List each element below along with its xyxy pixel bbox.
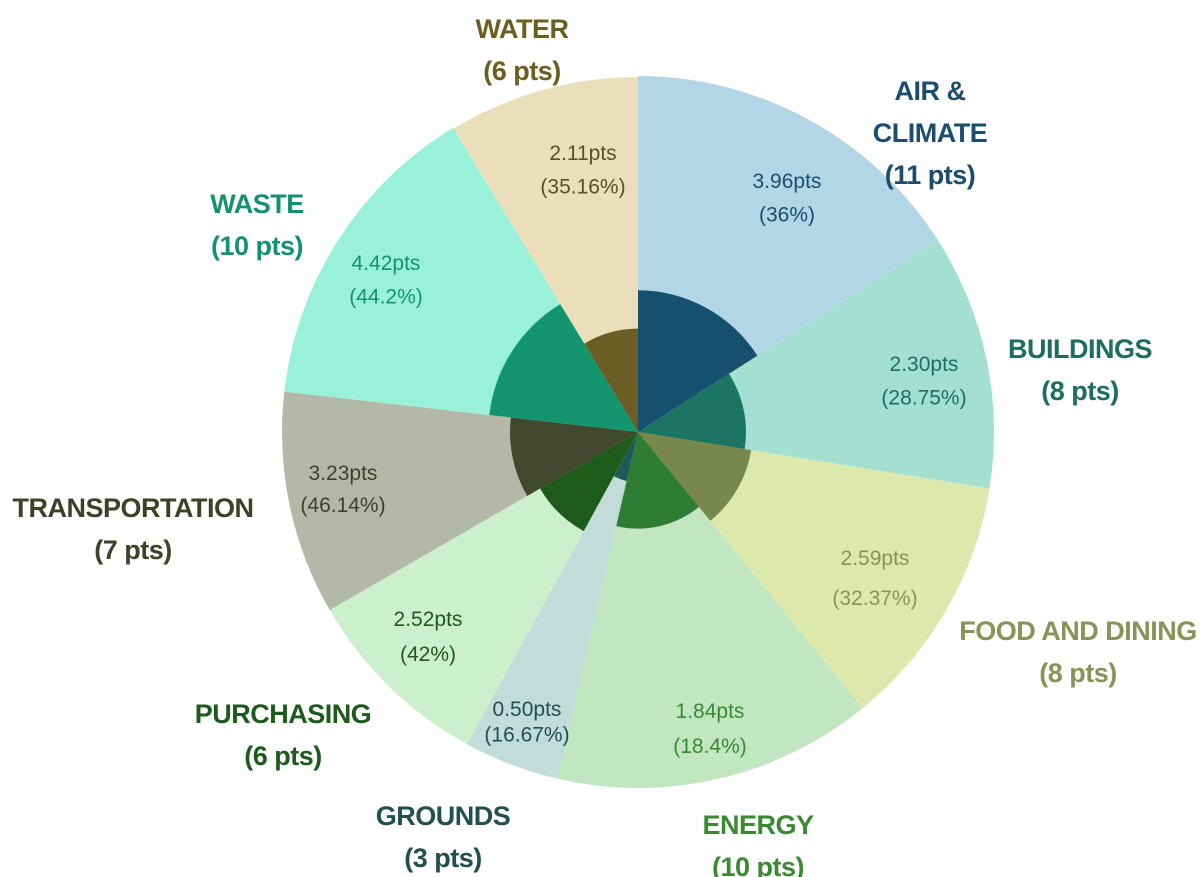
inner-wedge-purchasing: [540, 432, 638, 532]
category-label-waste: WASTE: [210, 189, 304, 219]
score-label-water: 2.11pts: [549, 142, 616, 165]
inner-wedges: [489, 290, 758, 532]
max-points-label-buildings: (8 pts): [1041, 376, 1119, 406]
percent-label-transportation: (46.14%): [300, 494, 385, 517]
category-labels: AIR & CLIMATE (11 pts) BUILDINGS (8 pts) FOOD…: [13, 14, 1198, 877]
max-points-label-food-and-dining: (8 pts): [1039, 658, 1117, 688]
inner-wedge-buildings: [638, 373, 746, 450]
score-label-food-and-dining: 2.59pts: [841, 547, 910, 570]
category-label-purchasing: PURCHASING: [195, 699, 372, 729]
category-label-food-and-dining: FOOD AND DINING: [959, 616, 1197, 646]
percent-label-food-and-dining: (32.37%): [832, 587, 917, 610]
max-points-label-waste: (10 pts): [211, 231, 303, 261]
inner-wedge-water: [584, 328, 638, 432]
percent-label-grounds: (16.67%): [484, 724, 569, 747]
score-label-buildings: 2.30pts: [890, 353, 959, 376]
category-label-energy: ENERGY: [702, 810, 814, 840]
max-points-label-grounds: (3 pts): [404, 843, 482, 873]
percent-label-water: (35.16%): [540, 176, 625, 199]
percent-label-purchasing: (42%): [400, 643, 456, 666]
percent-label-buildings: (28.75%): [881, 387, 966, 410]
max-points-label-air-and-climate: (11 pts): [885, 160, 976, 190]
outer-wedge-grounds: [467, 432, 638, 779]
score-label-waste: 4.42pts: [352, 252, 421, 275]
category-label-grounds: GROUNDS: [376, 801, 511, 831]
inner-wedge-waste: [489, 304, 638, 432]
inner-wedge-energy: [616, 432, 699, 529]
category-label-air-and-climate-line1: AIR &: [895, 76, 966, 106]
percent-label-energy: (18.4%): [673, 735, 747, 758]
max-points-label-energy: (10 pts): [712, 852, 804, 877]
category-label-buildings: BUILDINGS: [1008, 334, 1152, 364]
score-label-air-and-climate: 3.96pts: [753, 170, 822, 193]
category-label-transportation: TRANSPORTATION: [13, 493, 254, 523]
percent-label-waste: (44.2%): [349, 286, 423, 309]
inner-wedge-transportation: [510, 417, 638, 496]
value-labels: 3.96pts (36%) 2.30pts (28.75%) 2.59pts (32.37…: [300, 142, 966, 758]
inner-wedge-air-and-climate: [638, 290, 758, 432]
score-label-purchasing: 2.52pts: [394, 608, 463, 631]
max-points-label-water: (6 pts): [483, 56, 561, 86]
category-label-water: WATER: [476, 14, 569, 44]
inner-wedge-food-and-dining: [638, 432, 752, 521]
score-label-grounds: 0.50pts: [493, 698, 562, 721]
inner-wedge-grounds: [613, 432, 638, 482]
max-points-label-purchasing: (6 pts): [244, 741, 322, 771]
max-points-label-transportation: (7 pts): [94, 535, 172, 565]
percent-label-air-and-climate: (36%): [759, 204, 815, 227]
score-label-energy: 1.84pts: [676, 700, 745, 723]
category-label-air-and-climate-line2: CLIMATE: [873, 118, 987, 148]
score-label-transportation: 3.23pts: [309, 462, 378, 485]
